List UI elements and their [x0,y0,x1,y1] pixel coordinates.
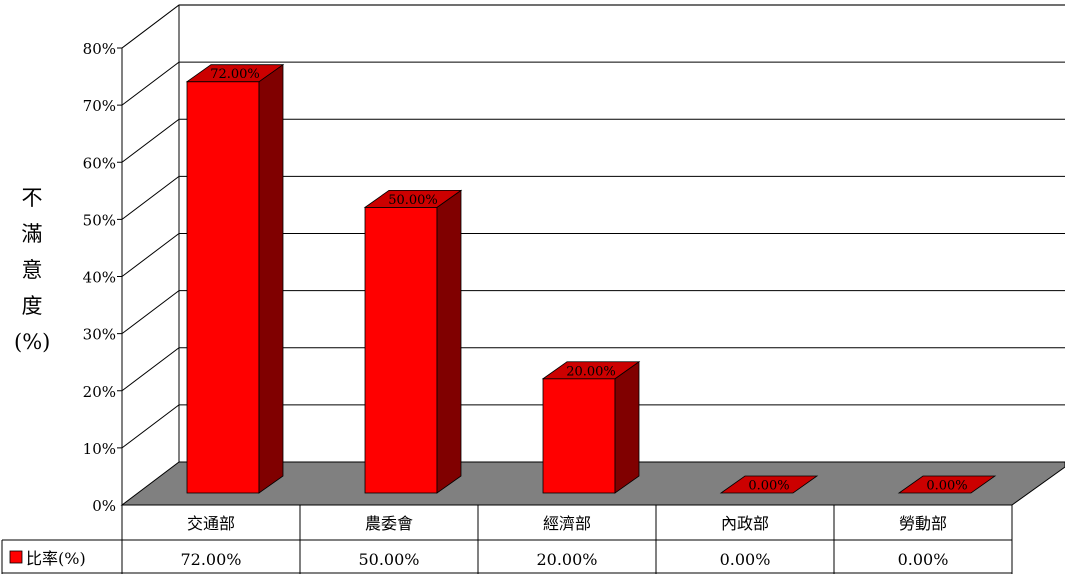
table-value: 0.00% [898,550,949,569]
bar-side [436,189,462,494]
data-label: 0.00% [926,479,967,494]
gridline [121,4,1065,49]
data-label: 72.00% [210,67,260,82]
bar-top [363,189,463,208]
legend-series-name: 比率(%) [26,549,86,568]
y-tick-label: 0% [92,497,116,515]
bar [541,360,641,494]
y-tick-label: 60% [83,154,116,172]
bar-front [364,206,438,494]
data-table: 交通部 72.00% 農委會 50.00% 經濟部 20.00% 內政部 0.00% 勞動部 0.… [1,504,1013,574]
data-labels: 72.00% 50.00% 20.00% 0.00% 0.00% [210,67,967,493]
y-axis-label-char: 意 [21,258,43,282]
gridline [121,290,1065,335]
bar [897,475,997,494]
bar [185,63,285,494]
x-category-label: 經濟部 [543,514,591,533]
gridline [121,175,1065,220]
table-value: 50.00% [358,550,419,569]
y-tick-label: 80% [83,40,116,58]
bar-front [186,81,260,494]
x-category-label: 內政部 [721,514,769,533]
gridline [121,233,1065,277]
gridline [121,404,1065,449]
bars [185,63,997,494]
bar-top [719,475,819,494]
y-axis-label-char: 度 [21,294,43,318]
bar-top [541,361,641,380]
bar [719,475,819,494]
bar-side [258,63,284,494]
table-value: 0.00% [720,550,771,569]
y-axis-label-char: 滿 [21,222,43,246]
table-value: 72.00% [180,550,241,569]
gridline [121,347,1065,392]
y-tick-labels: 0% 10% 20% 30% 40% 50% 60% 70% 80% [83,40,116,515]
gridline [121,61,1065,106]
y-axis-label-char: (%) [14,330,51,354]
table-value: 20.00% [536,550,597,569]
gridline [121,118,1065,163]
data-label: 0.00% [748,479,789,494]
bar [363,189,463,494]
y-tick-label: 50% [83,211,116,229]
bar-side [614,360,640,494]
legend-swatch [9,550,23,564]
y-tick-label: 30% [83,326,116,344]
gridlines [117,4,1065,505]
x-category-label: 勞動部 [899,514,947,533]
bar-top [897,475,997,494]
y-tick-label: 40% [83,269,116,287]
y-tick-label: 10% [83,440,116,458]
x-category-label: 交通部 [187,514,235,533]
y-axis-label: 不滿意度 (%) [14,180,50,360]
x-category-label: 農委會 [365,514,413,533]
bar-front [542,378,616,494]
data-label: 50.00% [388,193,438,208]
y-tick-label: 20% [83,383,116,401]
y-tick-label: 70% [83,97,116,115]
data-label: 20.00% [566,364,616,379]
bar-top [185,64,285,83]
y-axis-label-char: 不 [21,186,43,210]
